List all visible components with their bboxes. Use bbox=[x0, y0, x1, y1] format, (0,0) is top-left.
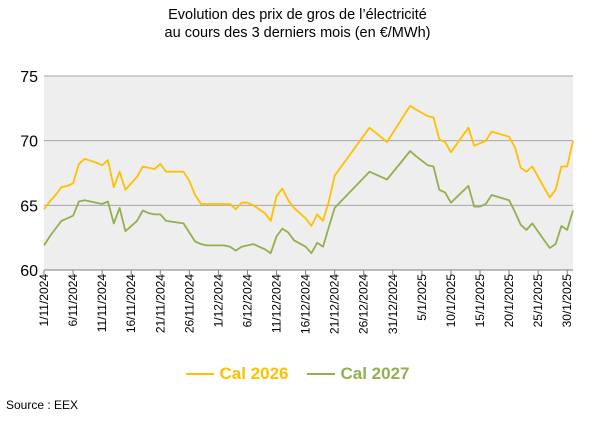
x-tick-label-2: 11/11/2024 bbox=[95, 274, 109, 333]
x-tick-label-7: 6/12/2024 bbox=[240, 274, 254, 328]
x-tick-label-5: 26/11/2024 bbox=[182, 274, 196, 333]
line-chart: 60 65 70 75 1/11/2024 6/11/2024 11/11/2024 16/1… bbox=[20, 69, 574, 334]
x-tick-label-11: 26/12/2024 bbox=[357, 274, 371, 334]
y-tick-label-70: 70 bbox=[20, 134, 38, 151]
x-tick-label-8: 11/12/2024 bbox=[270, 274, 284, 333]
x-tick-label-12: 31/12/2024 bbox=[386, 274, 400, 334]
x-tick-label-15: 15/1/2025 bbox=[473, 274, 487, 328]
legend-swatch-cal2027 bbox=[306, 373, 335, 375]
legend: Cal 2026 Cal 2027 bbox=[0, 364, 595, 384]
y-tick-label-60: 60 bbox=[20, 263, 38, 280]
legend-label-cal2026: Cal 2026 bbox=[219, 364, 289, 383]
legend-item-cal2026: Cal 2026 bbox=[185, 364, 289, 384]
x-tick-label-13: 5/1/2025 bbox=[415, 274, 429, 321]
x-tick-label-3: 16/11/2024 bbox=[124, 274, 138, 333]
legend-item-cal2027: Cal 2027 bbox=[306, 364, 410, 384]
x-tick-label-0: 1/11/2024 bbox=[37, 274, 51, 327]
x-tick-label-6: 1/12/2024 bbox=[211, 274, 225, 328]
series-line-cal2026 bbox=[43, 104, 574, 227]
x-tick-label-10: 21/12/2024 bbox=[328, 274, 342, 334]
x-tick-label-16: 20/1/2025 bbox=[502, 274, 516, 328]
source-note: Source : EEX bbox=[6, 398, 79, 412]
y-tick-label-65: 65 bbox=[20, 198, 38, 215]
x-tick-label-9: 16/12/2024 bbox=[299, 274, 313, 334]
x-tick-label-1: 6/11/2024 bbox=[66, 274, 80, 327]
x-tick-label-17: 25/1/2025 bbox=[531, 274, 545, 328]
chart-title: Evolution des prix de gros de l’électric… bbox=[0, 6, 595, 42]
x-tick-label-18: 30/1/2025 bbox=[560, 274, 574, 328]
legend-swatch-cal2026 bbox=[185, 373, 214, 375]
x-tick-label-4: 21/11/2024 bbox=[153, 274, 167, 333]
chart-title-line-2: au cours des 3 derniers mois (en €/MWh) bbox=[164, 25, 431, 41]
legend-label-cal2027: Cal 2027 bbox=[340, 364, 410, 383]
y-tick-label-75: 75 bbox=[20, 69, 38, 86]
x-tick-label-14: 10/1/2025 bbox=[444, 274, 458, 328]
series-line-cal2027 bbox=[43, 150, 574, 255]
chart-title-line-1: Evolution des prix de gros de l’électric… bbox=[168, 7, 427, 23]
plot-area bbox=[44, 76, 573, 270]
